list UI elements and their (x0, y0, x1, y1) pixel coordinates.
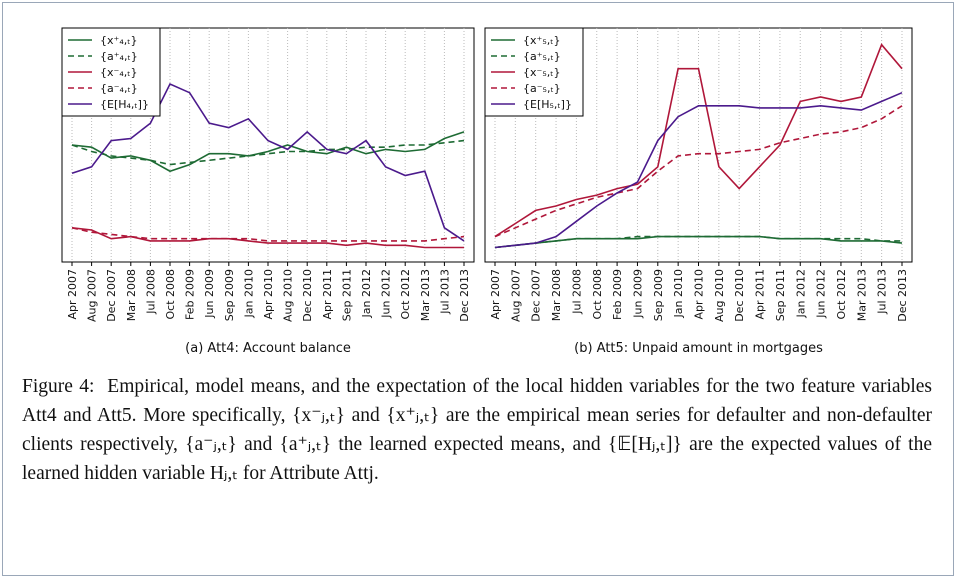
series-line (494, 105, 903, 238)
legend-label: {E[H₄,ₜ]} (100, 98, 149, 111)
x-tick-label: Aug 2007 (86, 269, 99, 322)
series-line (71, 82, 465, 242)
x-tick-label: Feb 2009 (611, 269, 624, 320)
legend-label: {x⁻₄,ₜ} (100, 66, 137, 79)
series-line (494, 91, 903, 249)
series-line (494, 235, 902, 249)
x-tick-label: Jan 2012 (794, 269, 807, 318)
x-tick-label: Dec 2013 (896, 269, 909, 322)
x-tick-label: Apr 2010 (693, 269, 706, 320)
x-tick-label: Jun 2012 (380, 269, 393, 319)
x-tick-label: Jul 2008 (570, 269, 583, 315)
x-tick-label: Aug 2010 (282, 269, 295, 322)
x-tick-label: Apr 2007 (66, 269, 79, 320)
x-tick-label: Sep 2011 (774, 269, 787, 321)
x-tick-label: Jul 2013 (438, 269, 451, 315)
caption-text: Empirical, model means, and the expectat… (22, 376, 932, 484)
x-tick-label: Oct 2012 (835, 269, 848, 320)
x-tick-label: Oct 2008 (591, 269, 604, 320)
x-tick-label: Jun 2009 (203, 269, 216, 319)
x-tick-label: Sep 2009 (223, 269, 236, 321)
x-tick-label: Feb 2009 (184, 269, 197, 320)
x-tick-label: Jun 2012 (815, 269, 828, 319)
x-tick-label: Jan 2012 (360, 269, 373, 318)
series-line (71, 227, 464, 249)
x-tick-label: Oct 2012 (399, 269, 412, 320)
x-tick-label: Jun 2009 (631, 269, 644, 319)
x-tick-label: Oct 2008 (164, 269, 177, 320)
x-tick-label: Jan 2010 (672, 269, 685, 318)
legend-label: {a⁻₅,ₜ} (523, 82, 561, 95)
legend-label: {x⁺₅,ₜ} (523, 34, 560, 47)
x-tick-label: Aug 2007 (509, 269, 522, 322)
x-tick-label: Sep 2011 (340, 269, 353, 321)
series-line (71, 131, 465, 173)
x-tick-label: Dec 2007 (105, 269, 118, 322)
x-tick-label: Dec 2010 (733, 269, 746, 322)
x-tick-label: Mar 2008 (125, 269, 138, 321)
x-tick-label: Aug 2010 (713, 269, 726, 322)
legend-label: {a⁻₄,ₜ} (100, 82, 138, 95)
series-line (494, 43, 903, 238)
x-tick-label: Apr 2011 (321, 269, 334, 320)
x-tick-label: Mar 2008 (550, 269, 563, 321)
x-tick-label: Apr 2011 (754, 269, 767, 320)
figure-label: Figure 4: (22, 376, 95, 397)
x-tick-label: Dec 2010 (301, 269, 314, 322)
x-tick-label: Jul 2013 (876, 269, 889, 315)
x-tick-label: Apr 2010 (262, 269, 275, 320)
x-tick-label: Dec 2007 (530, 269, 543, 322)
x-tick-label: Apr 2007 (489, 269, 502, 320)
legend-label: {x⁺₄,ₜ} (100, 34, 137, 47)
subfigure-caption: (a) Att4: Account balance (185, 341, 351, 356)
x-tick-label: Jul 2008 (144, 269, 157, 315)
legend-label: {a⁺₅,ₜ} (523, 50, 561, 63)
legend-label: {a⁺₄,ₜ} (100, 50, 138, 63)
x-tick-label: Mar 2013 (419, 269, 432, 321)
x-tick-label: Mar 2013 (855, 269, 868, 321)
subfigure-caption: (b) Att5: Unpaid amount in mortgages (574, 341, 823, 356)
legend-label: {E[H₅,ₜ]} (523, 98, 572, 111)
figure: Apr 2007 Aug 2007 Dec 2007 Mar 2008 Jul 2008… (61, 27, 913, 356)
x-tick-label: Sep 2009 (652, 269, 665, 321)
legend-label: {x⁻₅,ₜ} (523, 66, 560, 79)
x-tick-label: Jan 2010 (242, 269, 255, 318)
x-tick-label: Dec 2013 (458, 269, 471, 322)
figure-caption: Figure 4: Empirical, model means, and th… (22, 372, 932, 488)
